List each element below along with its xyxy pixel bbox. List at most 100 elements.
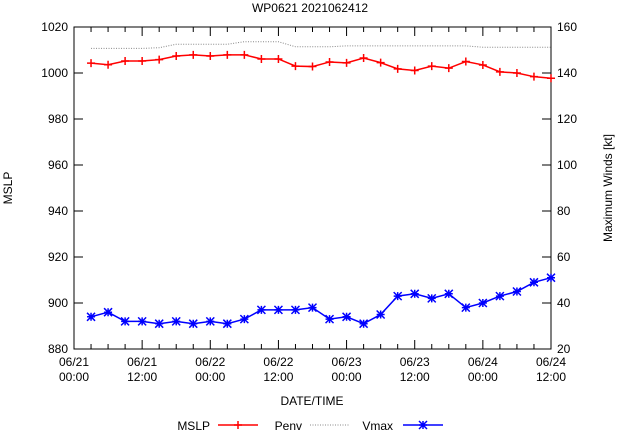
data-point-mslp	[308, 62, 317, 71]
data-point-mslp	[155, 55, 164, 64]
x-tick-label: 06/21	[127, 355, 157, 369]
x-tick-label: 00:00	[195, 370, 225, 384]
y-tick-label: 880	[48, 342, 68, 356]
data-point-vmax	[154, 319, 164, 329]
data-point-vmax	[359, 319, 369, 329]
y2-tick-label: 120	[557, 112, 577, 126]
series-group	[86, 41, 556, 329]
series-line-mslp	[90, 54, 552, 80]
data-point-vmax	[461, 303, 471, 313]
data-point-vmax	[103, 307, 113, 317]
data-point-vmax	[546, 273, 556, 283]
chart-title: WP0621 2021062412	[252, 1, 368, 15]
legend-label-vmax: Vmax	[362, 419, 393, 432]
legend: MSLP Penv Vmax	[177, 419, 443, 432]
legend-label-penv: Penv	[275, 419, 302, 432]
legend-label-mslp: MSLP	[177, 419, 210, 432]
data-point-mslp	[376, 58, 385, 67]
data-point-vmax	[205, 316, 215, 326]
data-point-mslp	[461, 57, 470, 66]
data-point-vmax	[325, 314, 335, 324]
data-point-vmax	[273, 305, 283, 315]
plot-frame	[73, 26, 552, 350]
y2-tick-label: 100	[557, 158, 577, 172]
y2-tick-label: 40	[557, 296, 571, 310]
x-tick-label: 06/23	[400, 355, 430, 369]
x-tick-label: 12:00	[127, 370, 157, 384]
data-point-vmax	[410, 289, 420, 299]
data-point-mslp	[495, 67, 504, 76]
y-tick-label: 900	[48, 296, 68, 310]
data-point-mslp	[325, 57, 334, 66]
y-tick-label: 920	[48, 250, 68, 264]
data-point-mslp	[104, 60, 113, 69]
data-point-vmax	[188, 319, 198, 329]
data-point-mslp	[121, 57, 130, 66]
data-point-vmax	[444, 289, 454, 299]
data-point-mslp	[189, 50, 198, 59]
data-point-mslp	[223, 50, 232, 59]
data-point-vmax	[427, 293, 437, 303]
data-point-mslp	[138, 57, 147, 66]
data-point-vmax	[512, 286, 522, 297]
x-axis-label: DATE/TIME	[280, 394, 343, 408]
x-tick-label: 06/23	[332, 355, 362, 369]
data-point-vmax	[120, 316, 130, 326]
x-tick-label: 06/22	[195, 355, 225, 369]
y2-tick-label: 60	[557, 250, 571, 264]
x-tick-label: 06/24	[468, 355, 498, 369]
x-tick-label: 00:00	[59, 370, 89, 384]
x-tick-label: 00:00	[332, 370, 362, 384]
data-point-vmax	[307, 303, 318, 313]
data-point-vmax	[342, 312, 352, 322]
y2-axis-label: Maximum Winds [kt]	[601, 134, 615, 242]
data-point-mslp	[444, 64, 453, 73]
data-point-mslp	[274, 54, 283, 63]
data-point-mslp	[427, 62, 436, 71]
data-point-vmax	[239, 314, 249, 324]
y-tick-label: 960	[48, 158, 68, 172]
x-tick-label: 06/24	[536, 355, 566, 369]
x-tick-label: 12:00	[263, 370, 293, 384]
data-point-mslp	[342, 58, 351, 67]
data-point-mslp	[512, 69, 521, 77]
data-point-vmax	[393, 291, 403, 301]
y-axis-label: MSLP	[1, 172, 15, 205]
y2-tick-label: 20	[557, 342, 571, 356]
data-point-vmax	[478, 298, 488, 308]
x-tick-label: 12:00	[400, 370, 430, 384]
legend-marker-mslp	[234, 421, 242, 429]
data-point-mslp	[478, 60, 487, 69]
data-point-mslp	[393, 64, 402, 73]
x-tick-label: 00:00	[468, 370, 498, 384]
data-point-mslp	[87, 59, 96, 68]
y2-tick-label: 140	[557, 66, 577, 80]
y2-tick-label: 160	[557, 20, 577, 34]
data-point-mslp	[410, 66, 419, 75]
data-point-vmax	[495, 291, 505, 301]
data-point-vmax	[86, 312, 96, 322]
data-point-mslp	[240, 50, 249, 59]
data-point-vmax	[137, 316, 147, 326]
data-point-mslp	[291, 62, 300, 71]
data-point-vmax	[529, 277, 539, 287]
data-point-mslp	[172, 51, 181, 60]
x-tick-label: 06/21	[59, 355, 89, 369]
y2-tick-label: 80	[557, 204, 571, 218]
data-point-mslp	[206, 51, 215, 60]
x-tick-label: 06/22	[263, 355, 293, 369]
data-point-vmax	[290, 305, 300, 315]
data-point-mslp	[257, 54, 266, 63]
legend-marker-vmax	[418, 420, 428, 430]
data-point-mslp	[359, 54, 368, 63]
y-tick-label: 940	[48, 204, 68, 218]
data-point-mslp	[547, 74, 555, 83]
data-point-vmax	[256, 305, 266, 315]
data-point-vmax	[222, 319, 232, 329]
x-tick-label: 12:00	[536, 370, 566, 384]
data-point-vmax	[171, 316, 181, 326]
y-tick-label: 1000	[41, 66, 68, 80]
series-line-penv	[91, 41, 551, 49]
series-line-vmax	[90, 276, 552, 325]
